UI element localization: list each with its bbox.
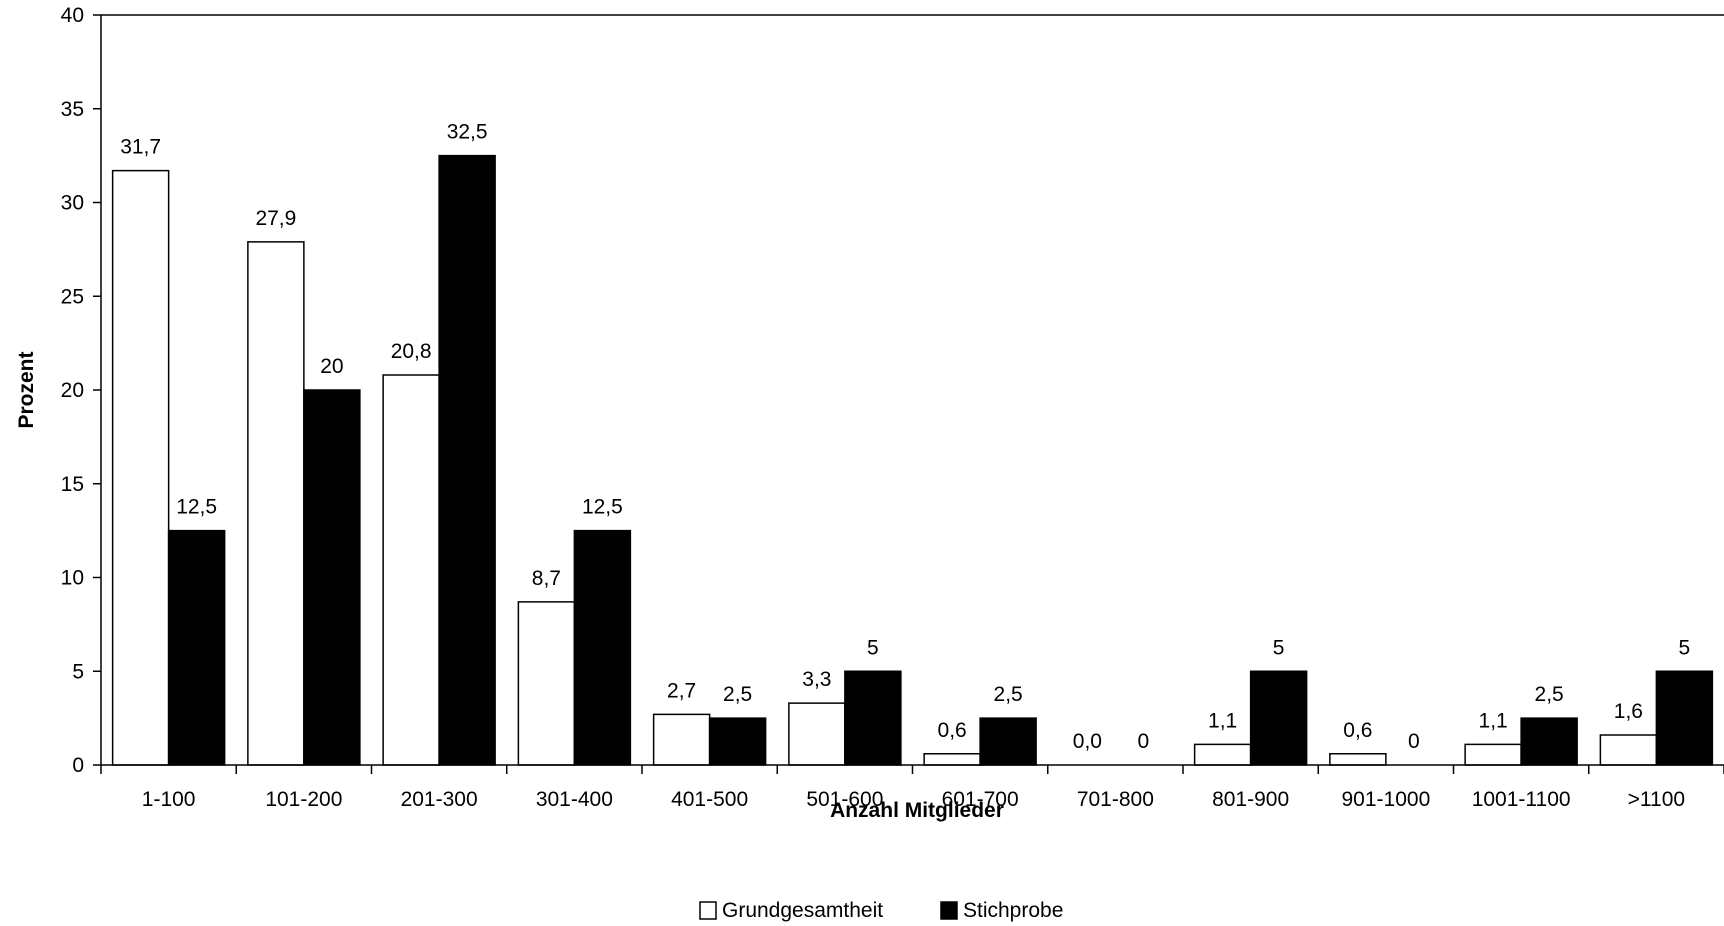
legend-swatch-grundgesamtheit bbox=[699, 901, 717, 920]
x-tick-label: 901-1000 bbox=[1342, 788, 1431, 811]
y-tick-label: 30 bbox=[61, 192, 84, 215]
data-label-grundgesamtheit: 20,8 bbox=[391, 340, 432, 363]
bar-stichprobe bbox=[1520, 717, 1578, 766]
data-label-grundgesamtheit: 2,7 bbox=[667, 679, 696, 702]
data-label-grundgesamtheit: 0,6 bbox=[1343, 719, 1372, 742]
x-tick-label: 201-300 bbox=[401, 788, 478, 811]
y-ticks: 0 5 10 15 20 25 30 35 40 bbox=[61, 4, 101, 777]
bar-stichprobe bbox=[167, 529, 226, 766]
data-label-stichprobe: 0 bbox=[1138, 730, 1150, 753]
legend-label-stichprobe: Stichprobe bbox=[963, 899, 1063, 922]
data-label-stichprobe: 5 bbox=[1273, 636, 1285, 659]
bars-layer bbox=[111, 154, 1714, 766]
x-axis-title: Anzahl Mitglieder bbox=[830, 799, 1004, 822]
data-label-grundgesamtheit: 8,7 bbox=[532, 567, 561, 590]
bar-grundgesamtheit bbox=[1599, 734, 1658, 766]
data-label-grundgesamtheit: 0,6 bbox=[938, 719, 967, 742]
y-tick-label: 40 bbox=[61, 4, 84, 27]
x-tick-label: 701-800 bbox=[1077, 788, 1154, 811]
data-label-stichprobe: 2,5 bbox=[723, 683, 752, 706]
legend: Grundgesamtheit Stichprobe bbox=[699, 899, 1063, 922]
data-label-grundgesamtheit: 31,7 bbox=[120, 136, 161, 159]
data-label-grundgesamtheit: 1,1 bbox=[1479, 709, 1508, 732]
y-tick-label: 10 bbox=[61, 567, 84, 590]
legend-swatch-stichprobe bbox=[940, 901, 958, 920]
data-label-stichprobe: 5 bbox=[867, 636, 879, 659]
y-tick-label: 25 bbox=[61, 285, 84, 308]
data-label-stichprobe: 2,5 bbox=[1535, 683, 1564, 706]
data-label-stichprobe: 12,5 bbox=[176, 496, 217, 519]
bar-grundgesamtheit bbox=[382, 374, 440, 766]
x-tick-label: 1001-1100 bbox=[1472, 788, 1571, 811]
y-tick-label: 20 bbox=[61, 379, 84, 402]
y-tick-label: 35 bbox=[61, 98, 84, 121]
x-tick-label: 101-200 bbox=[265, 788, 342, 811]
bar-grundgesamtheit bbox=[111, 169, 170, 766]
bar-grundgesamtheit bbox=[517, 601, 576, 766]
bar-grundgesamtheit bbox=[1329, 753, 1387, 766]
bar-grundgesamtheit bbox=[923, 753, 981, 766]
data-label-stichprobe: 20 bbox=[320, 355, 343, 378]
data-label-grundgesamtheit: 1,6 bbox=[1614, 700, 1643, 723]
x-ticks: 1-100 101-200 201-300 301-400 401-500 501-600… bbox=[100, 765, 1724, 811]
data-label-stichprobe: 12,5 bbox=[582, 496, 623, 519]
x-tick-label: 401-500 bbox=[671, 788, 748, 811]
data-label-stichprobe: 32,5 bbox=[447, 121, 488, 144]
x-tick-label: 301-400 bbox=[536, 788, 613, 811]
y-tick-label: 0 bbox=[72, 754, 84, 777]
legend-label-grundgesamtheit: Grundgesamtheit bbox=[722, 899, 883, 922]
bar-stichprobe bbox=[1655, 670, 1714, 766]
bar-stichprobe bbox=[844, 670, 902, 766]
x-tick-label: 801-900 bbox=[1212, 788, 1289, 811]
data-label-grundgesamtheit: 3,3 bbox=[802, 668, 831, 691]
bar-stichprobe bbox=[708, 717, 767, 766]
bar-grundgesamtheit bbox=[788, 702, 846, 766]
data-label-grundgesamtheit: 0,0 bbox=[1073, 730, 1102, 753]
bar-grundgesamtheit bbox=[1464, 743, 1522, 766]
y-tick-label: 15 bbox=[61, 473, 84, 496]
bar-grundgesamtheit bbox=[247, 241, 305, 766]
bar-stichprobe bbox=[438, 154, 496, 766]
bar-stichprobe bbox=[573, 529, 632, 766]
bar-stichprobe bbox=[303, 389, 361, 766]
x-tick-label: 1-100 bbox=[142, 788, 196, 811]
data-label-stichprobe: 0 bbox=[1408, 730, 1420, 753]
x-tick-label: >1100 bbox=[1628, 788, 1685, 811]
data-label-stichprobe: 5 bbox=[1679, 636, 1691, 659]
bar-stichprobe bbox=[1249, 670, 1308, 766]
data-label-stichprobe: 2,5 bbox=[994, 683, 1023, 706]
y-tick-label: 5 bbox=[72, 660, 84, 683]
data-labels: 31,7 12,5 27,9 20 20,8 32,5 8,7 12,5 2,7 2,5 3,3 5 0… bbox=[120, 121, 1690, 753]
data-label-grundgesamtheit: 27,9 bbox=[255, 207, 296, 230]
y-axis-title: Prozent bbox=[15, 351, 38, 428]
x-tick-label: 601-700 bbox=[942, 788, 1019, 811]
bar-grundgesamtheit bbox=[1193, 743, 1252, 766]
bar-stichprobe bbox=[979, 717, 1037, 766]
x-tick-label: 501-600 bbox=[806, 788, 883, 811]
data-label-grundgesamtheit: 1,1 bbox=[1208, 709, 1237, 732]
bar-grundgesamtheit bbox=[652, 713, 711, 766]
